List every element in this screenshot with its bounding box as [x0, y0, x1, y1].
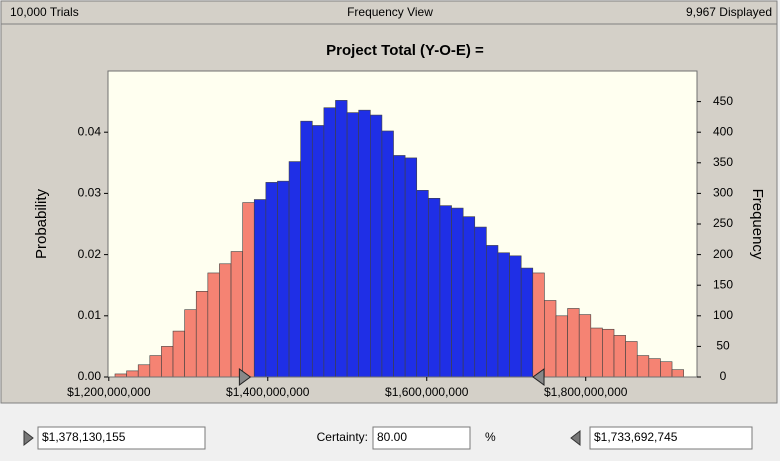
lower-bound-input[interactable] — [37, 426, 206, 450]
bar — [416, 190, 429, 378]
bar — [555, 315, 568, 378]
y2-axis-label: Frequency — [749, 189, 766, 260]
bar — [578, 314, 592, 378]
bar — [381, 130, 394, 378]
bar — [497, 252, 510, 378]
chart-title: Project Total (Y-O-E) = — [326, 42, 484, 59]
bar — [602, 328, 615, 378]
bar — [660, 361, 673, 378]
bar — [567, 308, 580, 378]
y2-tick-label: 350 — [713, 155, 733, 169]
lower-arrow-icon[interactable] — [23, 429, 34, 447]
y2-tick-label: 150 — [713, 277, 733, 291]
y2-tick-label: 100 — [713, 308, 733, 322]
bar — [288, 161, 301, 378]
upper-bound-input[interactable] — [589, 426, 753, 450]
bar — [137, 364, 151, 378]
y2-tick-label: 200 — [713, 247, 733, 261]
bar — [184, 309, 197, 378]
bar — [195, 291, 209, 378]
lower-bound-marker — [238, 368, 252, 386]
bar — [161, 346, 174, 378]
bar — [636, 355, 650, 378]
bar — [172, 330, 185, 378]
bar — [358, 109, 371, 378]
bar — [311, 125, 325, 378]
certainty-unit: % — [485, 430, 496, 444]
y-tick-label: 0.00 — [78, 369, 102, 383]
x-tick-label: $1,200,000,000 — [67, 385, 151, 399]
bar — [277, 180, 290, 378]
lower-bound-text: $1,378,130,155 — [42, 430, 126, 444]
bar — [219, 263, 232, 378]
y2-tick-label: 0 — [720, 369, 727, 383]
y-tick-label: 0.04 — [78, 124, 102, 138]
bar — [370, 114, 383, 378]
header-center: Frequency View — [347, 5, 433, 19]
x-tick-label: $1,800,000,000 — [544, 385, 628, 399]
bar — [625, 341, 638, 378]
y2-tick-label: 300 — [713, 186, 733, 200]
y2-tick-label: 250 — [713, 216, 733, 230]
certainty-input[interactable] — [372, 426, 471, 450]
y2-tick-label: 450 — [713, 94, 733, 108]
bar — [335, 100, 348, 378]
bar — [149, 355, 162, 378]
bar — [451, 207, 464, 378]
bar — [439, 205, 452, 378]
header-right: 9,967 Displayed — [686, 5, 772, 19]
bar — [544, 300, 557, 378]
bar — [648, 358, 661, 378]
bar — [462, 216, 476, 378]
bar — [486, 245, 499, 378]
upper-bound-text: $1,733,692,745 — [594, 430, 678, 444]
y-tick-label: 0.03 — [78, 186, 102, 200]
upper-bound-marker — [532, 368, 545, 386]
certainty-label: Certainty: — [317, 430, 368, 444]
bar — [428, 197, 441, 378]
bar — [265, 182, 278, 378]
bar — [532, 272, 545, 378]
bar — [300, 120, 313, 378]
certainty-text: 80.00 — [377, 430, 407, 444]
bar — [346, 112, 360, 378]
bar — [613, 335, 626, 378]
y-tick-label: 0.02 — [78, 247, 102, 261]
bar — [671, 369, 684, 378]
y-axis-label: Probability — [33, 188, 50, 259]
y2-tick-label: 50 — [716, 339, 730, 353]
y2-tick-label: 400 — [713, 124, 733, 138]
x-tick-label: $1,600,000,000 — [385, 385, 469, 399]
bar — [207, 272, 220, 378]
header-left: 10,000 Trials — [10, 5, 79, 19]
bar — [253, 199, 267, 378]
upper-arrow-icon[interactable] — [570, 429, 581, 447]
bar — [590, 327, 603, 378]
bar — [474, 226, 487, 378]
bar — [393, 155, 406, 378]
bar — [242, 202, 255, 378]
x-tick-label: $1,400,000,000 — [226, 385, 310, 399]
bar — [126, 370, 139, 378]
bar — [520, 267, 534, 378]
bar — [323, 107, 336, 378]
y-tick-label: 0.01 — [78, 308, 102, 322]
bar — [404, 157, 418, 378]
bar — [230, 251, 243, 378]
bar — [509, 255, 522, 378]
